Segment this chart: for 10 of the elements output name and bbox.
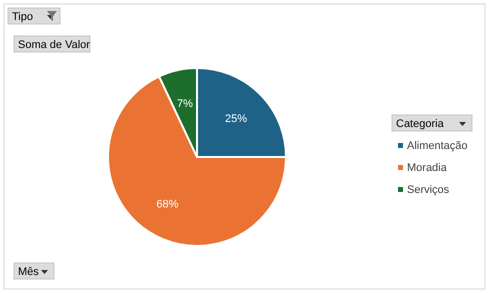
- legend-title: Categoria: [396, 118, 445, 130]
- text: Mês: [18, 266, 40, 278]
- legend-label: Serviços: [407, 184, 450, 196]
- legend-label: Alimentação: [407, 140, 468, 152]
- data-label: 68%: [156, 198, 179, 211]
- text: Soma de Valor: [18, 39, 90, 51]
- data-label: 7%: [177, 98, 194, 110]
- legend-label: Moradia: [407, 162, 448, 174]
- text: Tipo: [12, 11, 33, 23]
- data-label: 25%: [225, 112, 248, 125]
